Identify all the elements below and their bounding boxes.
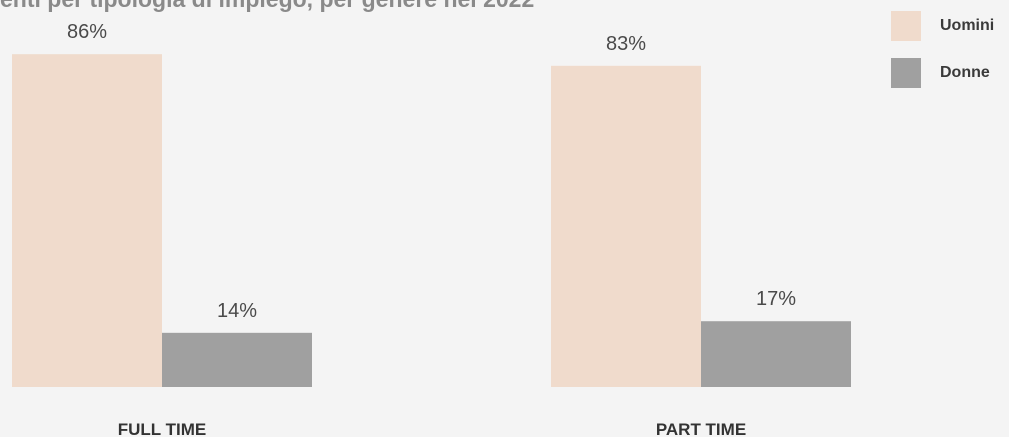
chart-title: enti per tipologia di impiego, per gener… bbox=[0, 0, 534, 13]
legend-swatch-donne bbox=[891, 58, 921, 88]
value-label-uomini-part-time: 83% bbox=[606, 33, 646, 55]
bar-donne-part-time bbox=[701, 321, 851, 387]
legend-label-uomini: Uomini bbox=[940, 17, 995, 34]
value-label-donne-full-time: 14% bbox=[217, 300, 257, 322]
value-label-uomini-full-time: 86% bbox=[67, 21, 107, 43]
legend-swatch-uomini bbox=[891, 11, 921, 41]
bar-uomini-part-time bbox=[551, 65, 701, 387]
bar-uomini-full-time bbox=[12, 54, 162, 388]
category-label-full-time: FULL TIME bbox=[118, 420, 206, 437]
value-label-donne-part-time: 17% bbox=[756, 288, 796, 310]
bar-donne-full-time bbox=[162, 332, 312, 387]
category-label-part-time: PART TIME bbox=[656, 420, 746, 437]
legend-label-donne: Donne bbox=[940, 64, 990, 81]
